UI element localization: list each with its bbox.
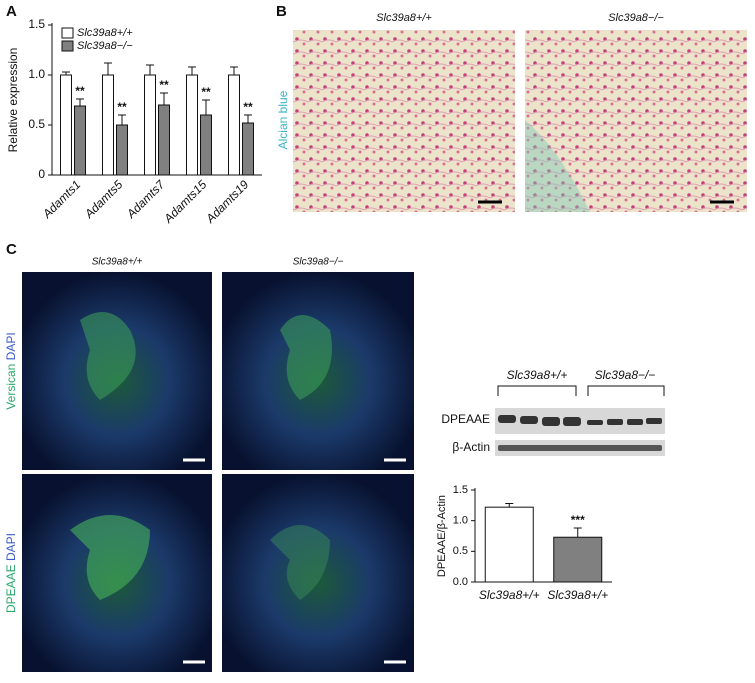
genotype-label: Slc39a8+/+ bbox=[507, 368, 568, 382]
panel-letter: B bbox=[276, 3, 287, 20]
stain-label: DPEAAE DAPI bbox=[4, 533, 18, 613]
significance: ** bbox=[75, 84, 85, 98]
legend-swatch bbox=[61, 40, 74, 52]
y-axis-label: Relative expression bbox=[6, 48, 20, 153]
genotype-label: Slc39a8+/+ bbox=[376, 12, 432, 24]
legend-label: Slc39a8−/− bbox=[77, 40, 133, 52]
bar bbox=[144, 74, 156, 176]
y-tick-label: 0 bbox=[38, 167, 45, 181]
counterstain: DAPI bbox=[4, 332, 18, 360]
bar bbox=[200, 114, 212, 176]
y-tick-label: 1.0 bbox=[453, 515, 468, 527]
panel-letter: A bbox=[6, 3, 17, 20]
bar bbox=[484, 506, 534, 583]
error-bar bbox=[573, 527, 582, 538]
genotype-label: Slc39a8+/+ bbox=[92, 257, 143, 268]
tissue bbox=[280, 315, 332, 400]
bar bbox=[158, 104, 170, 176]
x-tick-label: Slc39a8+/+ bbox=[547, 588, 608, 602]
stain-label: Versican DAPI bbox=[4, 332, 18, 409]
error-bar bbox=[118, 114, 126, 125]
error-bar bbox=[104, 62, 112, 75]
error-bar bbox=[202, 99, 210, 115]
significance: ** bbox=[243, 100, 253, 114]
bar bbox=[242, 122, 254, 176]
error-bar bbox=[230, 66, 238, 75]
tissue bbox=[80, 312, 136, 400]
counterstain: DAPI bbox=[4, 533, 18, 561]
error-bar bbox=[188, 66, 196, 75]
histology-image bbox=[525, 30, 747, 212]
x-tick-label: Adamts5 bbox=[81, 177, 125, 221]
stain-label: Alcian blue bbox=[276, 90, 290, 149]
bar bbox=[186, 74, 198, 176]
y-tick-label: 0.5 bbox=[28, 117, 45, 131]
error-bar bbox=[160, 92, 168, 105]
bar bbox=[60, 74, 72, 176]
legend-swatch bbox=[61, 27, 74, 39]
bracket bbox=[587, 385, 665, 396]
bands bbox=[498, 415, 662, 451]
x-tick-label: Adamts19 bbox=[203, 177, 252, 226]
alcian-stain bbox=[525, 120, 590, 212]
y-tick-label: 1.5 bbox=[28, 17, 45, 31]
histology-image bbox=[293, 30, 515, 212]
y-tick-label: 0.5 bbox=[453, 545, 468, 557]
error-bar bbox=[76, 98, 84, 106]
genotype-label: Slc39a8−/− bbox=[608, 12, 664, 24]
tissue bbox=[70, 515, 150, 600]
bar bbox=[553, 536, 603, 583]
panel-letter: C bbox=[6, 241, 17, 258]
y-tick-label: 1.0 bbox=[28, 67, 45, 81]
genotype-label: Slc39a8−/− bbox=[293, 257, 344, 268]
bar bbox=[228, 74, 240, 176]
y-tick-label: 1.5 bbox=[453, 484, 468, 496]
bar bbox=[74, 105, 86, 176]
x-tick-label: Adamts1 bbox=[39, 177, 83, 221]
blot-label: DPEAAE bbox=[441, 412, 490, 426]
tissue bbox=[270, 525, 330, 600]
y-tick-label: 0.0 bbox=[453, 576, 468, 588]
significance: *** bbox=[571, 513, 585, 527]
significance: ** bbox=[159, 78, 169, 92]
bar bbox=[116, 124, 128, 176]
significance: ** bbox=[117, 100, 127, 114]
x-tick-label: Slc39a8+/+ bbox=[479, 588, 540, 602]
genotype-label: Slc39a8−/− bbox=[595, 368, 656, 382]
stain: DPEAAE bbox=[4, 564, 18, 613]
y-axis-label: DPEAAE/β-Actin bbox=[436, 495, 448, 577]
error-bar bbox=[244, 114, 252, 123]
error-bar bbox=[146, 64, 154, 75]
significance: ** bbox=[201, 85, 211, 99]
bar bbox=[102, 74, 114, 176]
bracket bbox=[497, 385, 577, 396]
blot-label: β-Actin bbox=[452, 440, 490, 454]
x-tick-label: Adamts15 bbox=[161, 177, 210, 226]
stain: Versican bbox=[4, 364, 18, 410]
legend-label: Slc39a8+/+ bbox=[77, 27, 133, 39]
error-bar bbox=[505, 502, 514, 508]
